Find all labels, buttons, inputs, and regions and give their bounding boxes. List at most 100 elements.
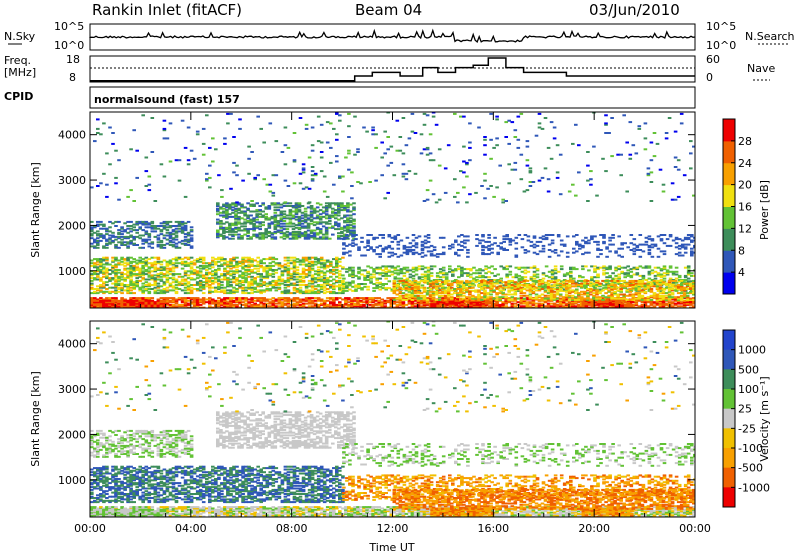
- power-cell: [459, 288, 463, 290]
- power-cell: [487, 276, 491, 278]
- power-cell: [686, 288, 690, 290]
- power-cell: [96, 264, 100, 266]
- power-cell: [129, 292, 133, 294]
- power-cell: [514, 292, 518, 294]
- power-cell: [299, 276, 303, 278]
- power-cell: [287, 297, 291, 299]
- power-cell: [532, 291, 536, 293]
- power-cell: [617, 276, 621, 278]
- power-cell: [554, 276, 558, 278]
- power-cell: [430, 272, 434, 274]
- power-cell: [648, 265, 652, 267]
- power-cell: [202, 292, 206, 294]
- power-cell: [421, 276, 425, 278]
- power-cell: [129, 240, 133, 242]
- power-cell: [469, 274, 473, 276]
- power-cell: [120, 292, 124, 294]
- power-cell: [102, 224, 106, 226]
- power-cell: [311, 257, 315, 259]
- power-cell: [178, 221, 182, 223]
- power-cell: [642, 275, 646, 277]
- power-cell: [141, 229, 145, 231]
- power-cell: [275, 289, 279, 291]
- power-cell: [372, 290, 376, 292]
- power-cell: [96, 288, 100, 290]
- nave-right-tick-bottom: 0: [706, 71, 713, 84]
- power-cell: [544, 284, 548, 286]
- power-cell: [338, 280, 342, 282]
- power-cell: [202, 284, 206, 286]
- power-cell: [157, 237, 161, 239]
- power-cell: [216, 208, 220, 210]
- power-cell: [154, 257, 158, 259]
- power-cell: [372, 283, 376, 285]
- power-cell: [240, 235, 244, 237]
- power-cell: [228, 238, 232, 240]
- power-cell: [363, 283, 367, 285]
- power-cell: [238, 274, 242, 276]
- power-cell: [141, 243, 145, 245]
- power-cell: [141, 285, 145, 287]
- power-cell: [523, 298, 527, 300]
- power-cell: [569, 271, 573, 273]
- power-cell: [287, 289, 291, 291]
- power-cell: [505, 274, 509, 276]
- power-cell: [166, 221, 170, 223]
- power-cell: [219, 220, 223, 222]
- power-cell: [302, 280, 306, 282]
- power-cell: [614, 267, 618, 269]
- power-cell: [238, 285, 242, 287]
- power-cell: [595, 289, 599, 291]
- power-cell: [214, 277, 218, 279]
- power-cell: [369, 280, 373, 282]
- power-cell: [287, 265, 291, 267]
- power-cell: [287, 260, 291, 262]
- power-cell: [275, 280, 279, 282]
- power-cell: [114, 244, 118, 246]
- power-cell: [96, 266, 100, 268]
- power-cell: [141, 265, 145, 267]
- power-cell: [141, 239, 145, 241]
- power-cell: [532, 283, 536, 285]
- power-cell: [675, 274, 679, 276]
- power-cell: [411, 281, 415, 283]
- power-cell: [166, 235, 170, 237]
- power-cell: [374, 297, 378, 299]
- power-cell: [175, 239, 179, 241]
- power-cell: [178, 230, 182, 232]
- power-cell: [129, 230, 133, 232]
- power-cell: [296, 266, 300, 268]
- power-cell: [520, 305, 524, 307]
- power-cell: [226, 270, 230, 272]
- power-cell: [472, 267, 476, 269]
- power-cell: [518, 275, 522, 277]
- power-cell: [214, 281, 218, 283]
- power-cell: [96, 273, 100, 275]
- power-cell: [226, 301, 230, 303]
- power-cell: [326, 260, 330, 262]
- power-cell: [662, 295, 666, 297]
- power-cell: [403, 275, 407, 277]
- power-cell: [105, 233, 109, 235]
- power-cell: [527, 271, 531, 273]
- power-cell: [578, 275, 582, 277]
- power-cell: [625, 295, 629, 297]
- power-cell: [166, 274, 170, 276]
- power-cell: [601, 289, 605, 291]
- power-cell: [351, 280, 355, 282]
- power-cell: [650, 299, 654, 301]
- power-cell: [372, 274, 376, 276]
- power-cell: [129, 225, 133, 227]
- power-cell: [602, 284, 606, 286]
- power-cell: [495, 292, 499, 294]
- power-cell: [99, 221, 103, 223]
- power-cell: [231, 238, 235, 240]
- power-cell: [262, 297, 266, 299]
- power-cell: [190, 277, 194, 279]
- power-cell: [299, 273, 303, 275]
- power-cell: [556, 304, 560, 306]
- power-cell: [619, 288, 623, 290]
- power-cell: [402, 301, 406, 303]
- power-cell: [160, 240, 164, 242]
- power-cell: [326, 277, 330, 279]
